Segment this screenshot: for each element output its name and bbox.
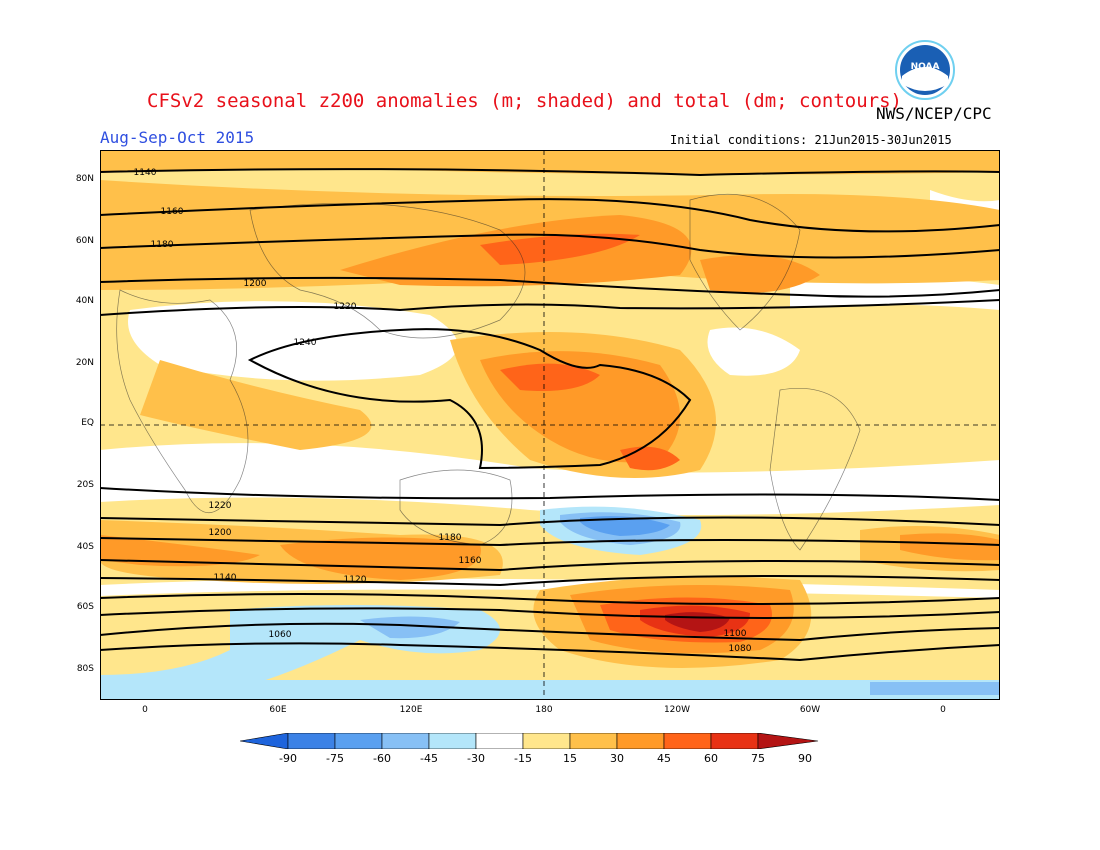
longitude-label: 60E <box>269 705 287 715</box>
colorbar-swatch <box>710 733 759 749</box>
logo-text: NOAA <box>911 62 940 72</box>
colorbar-level-label: 15 <box>563 752 577 765</box>
colorbar-swatch <box>240 733 289 749</box>
colorbar-swatch <box>381 733 430 749</box>
colorbar-level-label: -75 <box>326 752 344 765</box>
contour-label: 1140 <box>134 168 157 178</box>
colorbar-swatch <box>569 733 618 749</box>
colorbar <box>240 733 819 749</box>
contour-label: 1180 <box>151 240 174 250</box>
longitude-label: 120E <box>399 705 423 715</box>
colorbar-level-label: -60 <box>373 752 391 765</box>
contour-label: 1100 <box>724 629 747 639</box>
agency-label: NWS/NCEP/CPC <box>876 104 992 123</box>
colorbar-swatch <box>428 733 477 749</box>
contour-label: 1240 <box>294 338 317 348</box>
colorbar-level-label: 60 <box>704 752 718 765</box>
contour-label: 1080 <box>729 644 752 654</box>
latitude-label: 80S <box>76 664 94 674</box>
colorbar-level-label: -30 <box>467 752 485 765</box>
positive-anomalies <box>100 150 1000 668</box>
contour-value-labels: 1140 1160 1180 1200 1220 1240 1220 1200 … <box>134 168 752 654</box>
latitude-label: 20N <box>75 358 94 368</box>
anomaly-map: 1140 1160 1180 1200 1220 1240 1220 1200 … <box>100 150 1000 700</box>
colorbar-swatch <box>522 733 571 749</box>
contour-lines <box>100 168 1000 662</box>
contour-label: 1220 <box>209 501 232 511</box>
colorbar-level-label: -45 <box>420 752 438 765</box>
longitude-label: 0 <box>940 705 946 715</box>
contour-label: 1120 <box>344 575 367 585</box>
contour-label: 1160 <box>161 207 184 217</box>
colorbar-swatch <box>287 733 336 749</box>
longitude-label: 60W <box>799 705 821 715</box>
longitude-label: 120W <box>663 705 691 715</box>
longitude-label: 180 <box>535 705 553 715</box>
latitude-label: EQ <box>81 418 94 428</box>
colorbar-level-label: -90 <box>279 752 297 765</box>
colorbar-swatch <box>334 733 383 749</box>
latitude-label: 80N <box>75 174 94 184</box>
latitude-label: 40N <box>75 296 94 306</box>
contour-label: 1200 <box>209 528 232 538</box>
forecast-period: Aug-Sep-Oct 2015 <box>100 128 255 147</box>
contour-label: 1060 <box>269 630 292 640</box>
contour-label: 1180 <box>439 533 462 543</box>
contour-label: 1140 <box>214 573 237 583</box>
initial-conditions: Initial conditions: 21Jun2015-30Jun2015 <box>670 133 952 147</box>
colorbar-swatch <box>616 733 665 749</box>
latitude-label: 60N <box>75 236 94 246</box>
colorbar-swatch <box>663 733 712 749</box>
colorbar-swatch <box>757 733 819 749</box>
colorbar-level-label: 30 <box>610 752 624 765</box>
longitude-label: 0 <box>142 705 148 715</box>
colorbar-level-label: 45 <box>657 752 671 765</box>
contour-label: 1200 <box>244 279 267 289</box>
latitude-label: 40S <box>76 542 94 552</box>
contour-label: 1220 <box>334 302 357 312</box>
latitude-label: 20S <box>76 480 94 490</box>
map-frame <box>100 150 1000 700</box>
colorbar-level-label: -15 <box>514 752 532 765</box>
noaa-logo-icon: NOAA <box>895 40 955 100</box>
colorbar-level-label: 90 <box>798 752 812 765</box>
contour-label: 1160 <box>459 556 482 566</box>
map-title: CFSv2 seasonal z200 anomalies (m; shaded… <box>147 90 902 112</box>
latitude-label: 60S <box>76 602 94 612</box>
colorbar-swatch <box>475 733 524 749</box>
colorbar-level-label: 75 <box>751 752 765 765</box>
